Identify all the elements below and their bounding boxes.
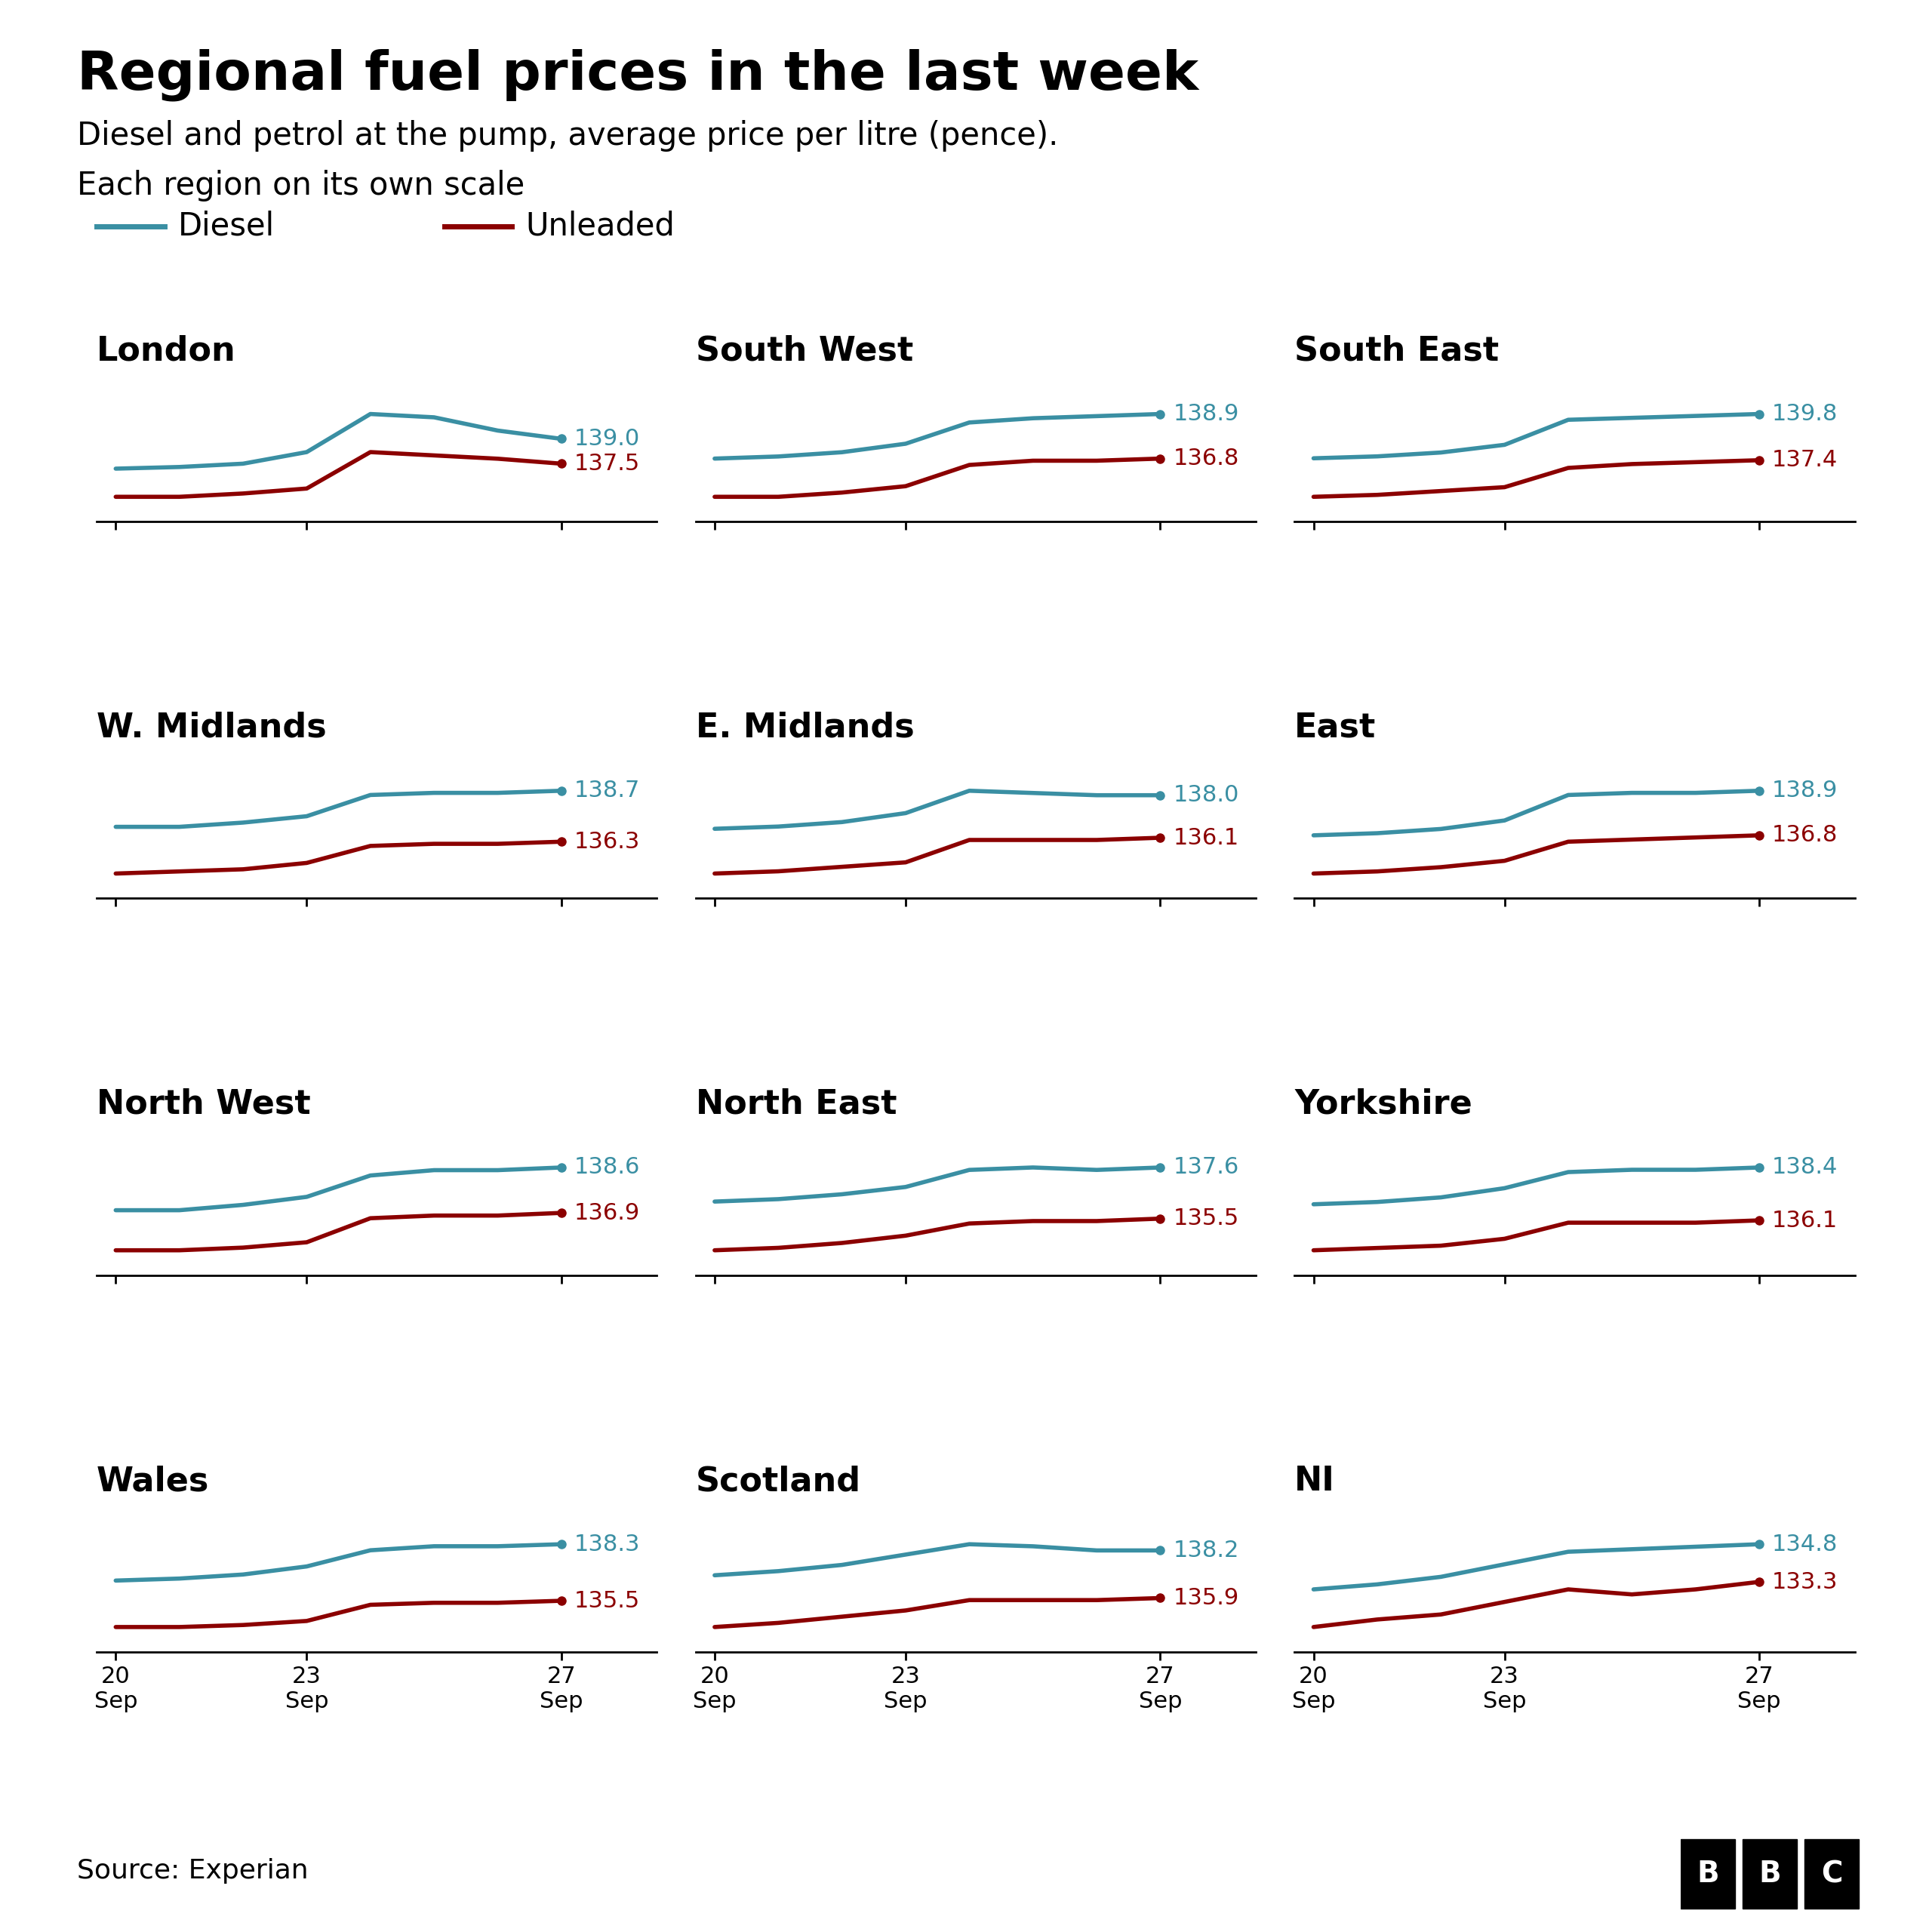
Text: 138.2: 138.2 <box>1173 1540 1238 1561</box>
Text: 138.7: 138.7 <box>574 781 639 802</box>
Text: Regional fuel prices in the last week: Regional fuel prices in the last week <box>77 48 1200 100</box>
Text: 139.0: 139.0 <box>574 427 639 450</box>
Text: E. Midlands: E. Midlands <box>696 711 914 744</box>
Text: NI: NI <box>1294 1464 1335 1497</box>
Text: Wales: Wales <box>97 1464 209 1497</box>
Text: B: B <box>1696 1861 1719 1888</box>
FancyBboxPatch shape <box>1681 1839 1735 1909</box>
Text: 138.6: 138.6 <box>574 1157 639 1179</box>
Text: Diesel and petrol at the pump, average price per litre (pence).: Diesel and petrol at the pump, average p… <box>77 120 1059 151</box>
Text: North East: North East <box>696 1088 896 1121</box>
Text: North West: North West <box>97 1088 311 1121</box>
Text: 139.8: 139.8 <box>1772 404 1837 425</box>
Text: South East: South East <box>1294 334 1499 367</box>
Text: 133.3: 133.3 <box>1772 1571 1837 1592</box>
Text: C: C <box>1820 1861 1843 1888</box>
Text: 136.9: 136.9 <box>574 1202 639 1223</box>
Text: 136.1: 136.1 <box>1173 827 1238 848</box>
Text: 137.5: 137.5 <box>574 452 639 475</box>
Text: 137.4: 137.4 <box>1772 450 1837 471</box>
Text: Scotland: Scotland <box>696 1464 862 1497</box>
Text: 138.3: 138.3 <box>574 1534 639 1555</box>
Text: Source: Experian: Source: Experian <box>77 1859 309 1884</box>
FancyBboxPatch shape <box>1804 1839 1859 1909</box>
Text: 135.5: 135.5 <box>1173 1208 1238 1229</box>
Text: 138.9: 138.9 <box>1173 404 1238 425</box>
Text: Unleaded: Unleaded <box>526 211 674 242</box>
Text: 138.9: 138.9 <box>1772 781 1837 802</box>
Text: B: B <box>1758 1861 1781 1888</box>
Text: South West: South West <box>696 334 914 367</box>
Text: London: London <box>97 334 236 367</box>
Text: W. Midlands: W. Midlands <box>97 711 327 744</box>
Text: 134.8: 134.8 <box>1772 1534 1837 1555</box>
Text: Each region on its own scale: Each region on its own scale <box>77 170 526 201</box>
Text: 138.4: 138.4 <box>1772 1157 1837 1179</box>
Text: Yorkshire: Yorkshire <box>1294 1088 1472 1121</box>
Text: 136.1: 136.1 <box>1772 1209 1837 1231</box>
Text: 135.9: 135.9 <box>1173 1586 1238 1609</box>
Text: East: East <box>1294 711 1376 744</box>
Text: 135.5: 135.5 <box>574 1590 639 1611</box>
FancyBboxPatch shape <box>1743 1839 1797 1909</box>
Text: 138.0: 138.0 <box>1173 784 1238 806</box>
Text: 136.8: 136.8 <box>1173 448 1238 469</box>
Text: 136.8: 136.8 <box>1772 825 1837 846</box>
Text: 137.6: 137.6 <box>1173 1157 1238 1179</box>
Text: Diesel: Diesel <box>178 211 274 242</box>
Text: 136.3: 136.3 <box>574 831 639 852</box>
